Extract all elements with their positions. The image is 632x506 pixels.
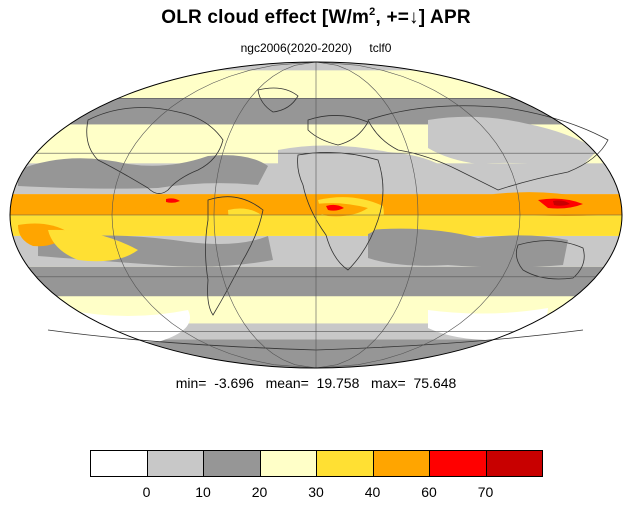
red-patch-africa: [326, 204, 344, 211]
lightgray-patch-sahara: [278, 145, 448, 190]
meridian-line: [315, 61, 521, 369]
coastline-north-america: [86, 107, 224, 194]
meridian-line: [111, 61, 317, 369]
lightgray-patch-asia: [428, 116, 598, 170]
plot-subtitle: ngc2006(2020-2020) tclf0: [0, 41, 632, 55]
red-patch-pacific-itcz: [166, 198, 180, 203]
colorbar-box: [429, 450, 487, 477]
colorbar-box: [372, 450, 430, 477]
subtitle-case: ngc2006(2020-2020): [240, 41, 353, 55]
yellow-patch-south-america: [228, 208, 263, 232]
colorbar-tick-label: 20: [251, 484, 268, 500]
colorbar-tick-label: 30: [308, 484, 324, 500]
orange-patch-pacific-itcz: [98, 196, 183, 208]
colorbar-box: [90, 450, 148, 477]
meridian-line: [315, 61, 419, 369]
colorbar-box: [485, 450, 543, 477]
colorbar-box: [316, 450, 374, 477]
colorbar-box: [203, 450, 261, 477]
mollweide-map: [9, 61, 623, 369]
coastline-africa: [297, 152, 384, 271]
gray-patch-north-pacific: [18, 155, 268, 189]
coastline-australia: [515, 240, 585, 280]
colorbar: [90, 450, 543, 478]
map-border: [9, 61, 623, 369]
meridian-line: [213, 61, 317, 369]
coastline-europe: [307, 115, 369, 146]
yellow-patch-south-pacific: [48, 229, 138, 262]
coastline-south-america: [205, 196, 264, 316]
colorbar-box: [146, 450, 204, 477]
colorbar-tick-label: 10: [195, 484, 211, 500]
colorbar-tick-label: 70: [477, 484, 494, 500]
colorbar-tick-label: 40: [364, 484, 381, 500]
summary-statistics: min= -3.696 mean= 19.758 max= 75.648: [175, 375, 457, 391]
colorbar-box: [259, 450, 317, 477]
colorbar-tick-label: 0: [142, 484, 151, 500]
colorbar-tick-label: 60: [421, 484, 437, 500]
darkred-patch-maritime: [553, 200, 570, 206]
graticule: [10, 61, 622, 369]
subtitle-variable: tclf0: [369, 41, 392, 55]
plot-title: OLR cloud effect [W/m2, +=↓] APR: [161, 6, 471, 28]
coastline-greenland: [257, 87, 299, 113]
gray-patch-indian: [368, 228, 568, 268]
